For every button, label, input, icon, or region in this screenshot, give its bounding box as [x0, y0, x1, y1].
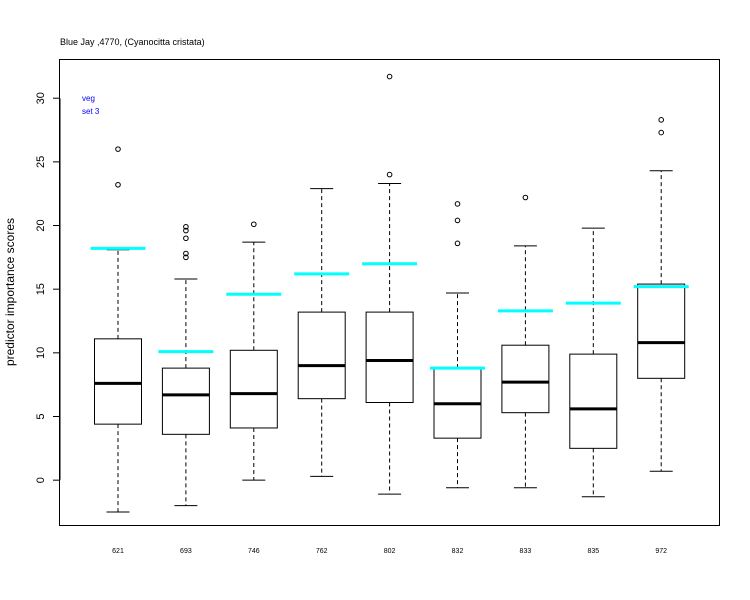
y-tick-label: 30 — [35, 92, 47, 104]
y-tick-label: 20 — [35, 219, 47, 231]
y-tick-label: 0 — [35, 477, 47, 483]
box-series — [90, 73, 689, 513]
outlier-point — [251, 221, 257, 228]
outlier-point — [522, 194, 529, 201]
box-group — [633, 117, 689, 472]
x-tick-label: 762 — [316, 548, 328, 555]
outlier-point — [183, 250, 189, 257]
iqr-box — [94, 338, 142, 425]
box-group — [226, 221, 282, 481]
y-axis-label: predictor importance scores — [3, 218, 17, 366]
box-group — [565, 227, 621, 498]
y-tick-label: 15 — [35, 283, 47, 295]
chart-title: Blue Jay ,4770, (Cyanocitta cristata) — [60, 37, 205, 47]
box-group — [158, 223, 214, 507]
box-group — [497, 194, 553, 489]
iqr-box — [501, 344, 550, 414]
outlier-point — [115, 146, 121, 152]
x-tick-label: 835 — [587, 548, 599, 555]
x-tick-label: 833 — [520, 548, 532, 555]
box-group — [90, 146, 146, 513]
y-axis: 0 5 10 15 20 25 30 — [35, 92, 61, 483]
x-tick-label: 802 — [384, 548, 396, 555]
outlier-point — [183, 227, 189, 234]
outlier-point — [658, 129, 665, 136]
outlier-point — [183, 254, 189, 261]
x-axis: 621 693 746 762 802 832 833 835 972 — [112, 548, 667, 555]
iqr-box — [161, 367, 210, 435]
box-group — [294, 188, 350, 477]
x-tick-label: 832 — [452, 548, 464, 555]
y-tick-label: 25 — [35, 156, 47, 168]
outlier-point — [454, 217, 461, 224]
legend: veg set 3 — [82, 94, 100, 116]
iqr-box — [229, 349, 278, 429]
legend-entry: veg — [82, 94, 95, 103]
legend-entry: set 3 — [82, 107, 100, 116]
outlier-point — [183, 235, 189, 242]
outlier-point — [454, 201, 461, 207]
x-tick-label: 693 — [180, 548, 192, 555]
iqr-box — [297, 311, 346, 400]
x-tick-label: 621 — [112, 548, 124, 555]
box-group — [362, 73, 418, 495]
outlier-point — [454, 240, 461, 247]
x-tick-label: 746 — [248, 548, 260, 555]
outlier-point — [386, 73, 393, 80]
iqr-box — [637, 283, 686, 379]
outlier-point — [183, 223, 189, 230]
outlier-point — [115, 181, 121, 188]
iqr-box — [569, 353, 618, 449]
outlier-point — [386, 171, 393, 178]
y-tick-label: 10 — [35, 347, 47, 359]
x-tick-label: 972 — [655, 548, 667, 555]
box-group — [430, 201, 485, 489]
y-tick-label: 5 — [35, 413, 47, 419]
iqr-box — [365, 311, 414, 403]
outlier-point — [658, 117, 665, 123]
